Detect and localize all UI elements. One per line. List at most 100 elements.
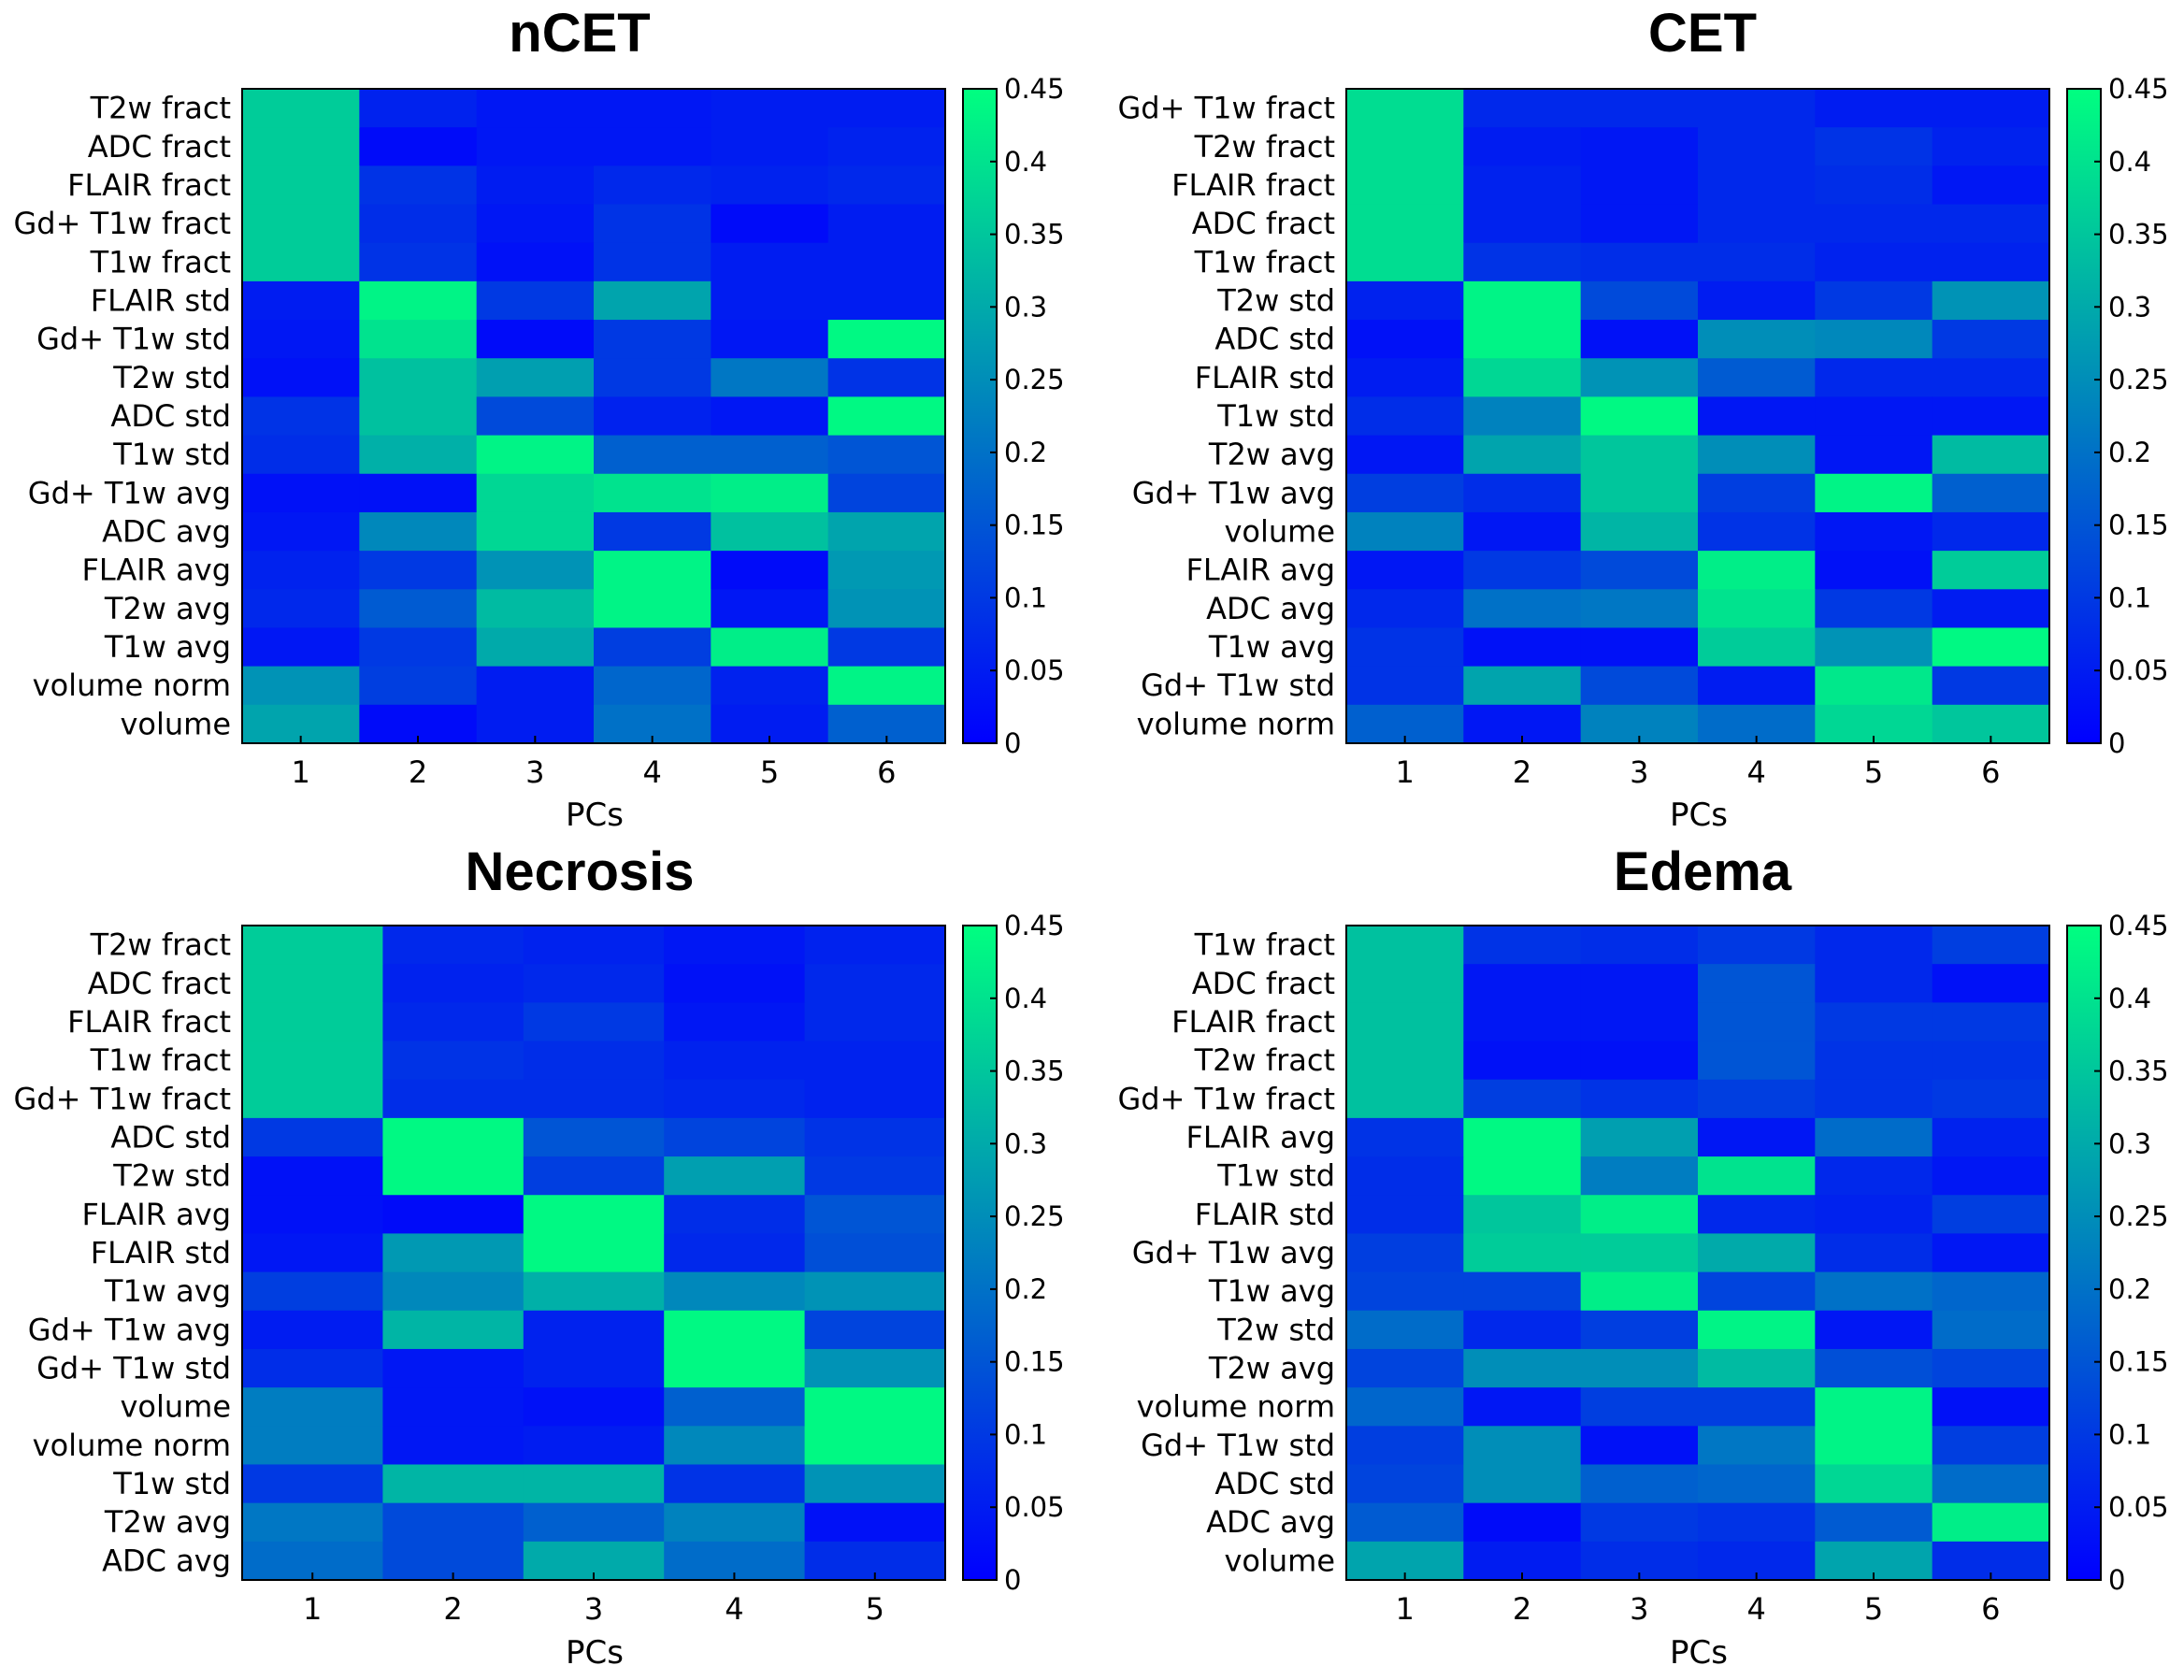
- heatmap-cell: [594, 320, 711, 359]
- row-label: volume: [1224, 514, 1335, 550]
- heatmap-cell: [1932, 1426, 2050, 1466]
- heatmap-cell: [476, 551, 595, 590]
- heatmap-cell: [1932, 165, 2050, 206]
- heatmap-cell: [804, 1195, 946, 1235]
- colorbar-tick-label: 0.35: [2108, 219, 2169, 251]
- heatmap-cell: [1580, 396, 1699, 437]
- row-label: FLAIR std: [1195, 360, 1335, 395]
- x-tick-label: 5: [760, 754, 779, 790]
- heatmap-cell: [1463, 280, 1582, 321]
- heatmap-cell: [1815, 1002, 1933, 1042]
- heatmap-cell: [1463, 1271, 1582, 1312]
- x-tick-label: 4: [1747, 754, 1766, 790]
- heatmap-cell: [242, 127, 360, 166]
- heatmap-cell: [594, 165, 711, 206]
- x-tick-label: 2: [1513, 1591, 1531, 1627]
- heatmap-cell: [1932, 1271, 2050, 1312]
- heatmap-cell: [242, 1464, 383, 1504]
- row-label: ADC avg: [102, 1543, 231, 1578]
- heatmap-cell: [1463, 1502, 1582, 1543]
- heatmap-cell: [1463, 165, 1582, 206]
- heatmap-cell: [1815, 280, 1933, 321]
- colorbar-tick-label: 0.3: [2108, 1127, 2151, 1159]
- heatmap-cell: [1580, 1079, 1699, 1119]
- heatmap-cell: [594, 435, 711, 475]
- heatmap-cell: [1463, 242, 1582, 282]
- colorbar-tick-label: 0.15: [1004, 510, 1065, 541]
- heatmap-cell: [1932, 242, 2050, 282]
- heatmap-cell: [1815, 1426, 1933, 1466]
- heatmap-cell: [1698, 358, 1816, 398]
- heatmap-cell: [1580, 1464, 1699, 1504]
- row-label: Gd+ T1w avg: [1132, 1235, 1335, 1271]
- heatmap-cell: [476, 165, 595, 206]
- heatmap-cell: [382, 1426, 524, 1466]
- colorbar-tick-label: 0.1: [1004, 582, 1047, 613]
- heatmap-cell: [1346, 1117, 1464, 1157]
- heatmap-cell: [1698, 666, 1816, 706]
- heatmap-cell: [359, 473, 478, 513]
- x-tick-label: 2: [443, 1591, 462, 1627]
- row-label: T2w fract: [1194, 129, 1335, 165]
- heatmap-cell: [711, 242, 829, 282]
- heatmap-cell: [242, 1233, 383, 1273]
- heatmap-cell: [476, 627, 595, 668]
- heatmap-cell: [1932, 1464, 2050, 1504]
- heatmap-cell: [1346, 1426, 1464, 1466]
- heatmap-cell: [804, 1271, 946, 1312]
- heatmap-cell: [1698, 1041, 1816, 1081]
- colorbar-tick-label: 0: [2108, 727, 2125, 759]
- heatmap-cell: [1815, 435, 1933, 475]
- heatmap-cell: [242, 1195, 383, 1235]
- heatmap-cell: [476, 435, 595, 475]
- heatmap-cell: [664, 1426, 806, 1466]
- heatmap-cell: [594, 204, 711, 244]
- heatmap-cell: [1346, 926, 1464, 965]
- heatmap-cell: [382, 1464, 524, 1504]
- heatmap-cell: [1580, 627, 1699, 668]
- heatmap-cell: [359, 320, 478, 359]
- heatmap-cell: [1932, 666, 2050, 706]
- heatmap-cell: [1932, 1041, 2050, 1081]
- heatmap-cell: [1580, 242, 1699, 282]
- heatmap-cell: [594, 396, 711, 437]
- heatmap-cell: [242, 242, 360, 282]
- heatmap-cell: [804, 1079, 946, 1119]
- x-tick-label: 5: [1864, 754, 1883, 790]
- row-label: ADC std: [1214, 322, 1335, 357]
- heatmap-cell: [1815, 511, 1933, 552]
- heatmap-cell: [523, 1041, 665, 1081]
- heatmap-cell: [242, 926, 383, 965]
- colorbar-tick-label: 0.3: [2108, 291, 2151, 323]
- heatmap-cell: [1815, 242, 1933, 282]
- heatmap-cell: [1698, 1117, 1816, 1157]
- row-label: FLAIR fract: [1171, 167, 1335, 203]
- x-axis-label: PCs: [1670, 1634, 1728, 1672]
- heatmap-cell: [242, 1387, 383, 1427]
- heatmap-cell: [1932, 926, 2050, 965]
- heatmap-cell: [804, 926, 946, 965]
- heatmap-cell: [594, 473, 711, 513]
- heatmap-cell: [1815, 1041, 1933, 1081]
- heatmap-cell: [664, 964, 806, 1003]
- row-label: T1w fract: [90, 244, 231, 280]
- heatmap-cell: [1815, 358, 1933, 398]
- heatmap-cell: [1698, 1387, 1816, 1427]
- colorbar-gradient: [962, 88, 998, 744]
- heatmap-cell: [804, 1348, 946, 1388]
- row-label: ADC fract: [88, 966, 231, 1001]
- heatmap-cell: [1698, 1002, 1816, 1042]
- heatmap-cell: [804, 1156, 946, 1196]
- heatmap-cell: [1346, 280, 1464, 321]
- heatmap-cell: [1346, 666, 1464, 706]
- heatmap-cell: [242, 396, 360, 437]
- row-label: T2w fract: [90, 927, 231, 963]
- colorbar-tick-label: 0.05: [2108, 654, 2169, 686]
- heatmap-cell: [242, 358, 360, 398]
- heatmap-cell: [1580, 165, 1699, 206]
- heatmap-cell: [1580, 1002, 1699, 1042]
- heatmap-cell: [476, 358, 595, 398]
- colorbar-tick-label: 0.35: [1004, 1055, 1065, 1087]
- row-label: Gd+ T1w fract: [1117, 91, 1335, 126]
